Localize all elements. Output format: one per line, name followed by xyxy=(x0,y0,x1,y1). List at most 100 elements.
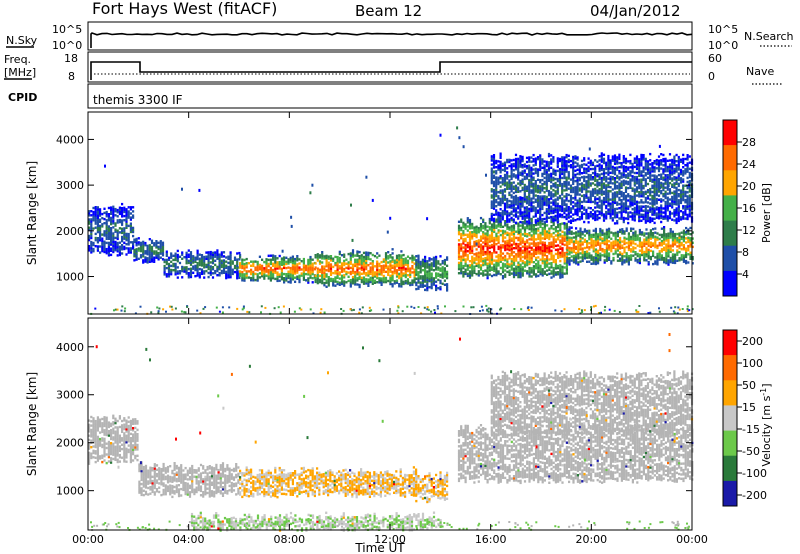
echo-cell xyxy=(554,271,557,274)
echo-cell xyxy=(656,259,659,262)
echo-cell xyxy=(90,224,93,227)
echo-cell xyxy=(508,193,511,197)
echo-cell xyxy=(114,224,117,227)
echo-cell xyxy=(614,242,617,245)
echo-cell xyxy=(365,280,368,283)
echo-cell xyxy=(517,176,520,179)
echo-cell xyxy=(680,237,683,241)
echo-cell xyxy=(400,285,403,288)
echo-cell xyxy=(446,285,449,288)
echo-cell xyxy=(558,205,562,208)
echo-cell xyxy=(552,158,555,161)
echo-cell xyxy=(198,261,201,265)
echo-cell xyxy=(576,191,579,194)
echo-cell xyxy=(558,207,562,210)
echo-cell xyxy=(413,274,416,278)
echo-cell xyxy=(473,226,476,229)
echo-cell xyxy=(216,253,219,256)
echo-cell xyxy=(660,241,663,245)
echo-cell xyxy=(541,251,544,254)
echo-cell xyxy=(261,268,264,272)
echo-cell xyxy=(609,163,612,166)
echo-cell xyxy=(510,165,513,168)
echo-cell xyxy=(457,267,461,271)
echo-cell xyxy=(464,239,467,243)
echo-cell xyxy=(535,227,538,231)
echo-cell xyxy=(515,236,518,240)
echo-cell xyxy=(135,248,138,251)
echo-cell xyxy=(521,262,524,265)
echo-cell xyxy=(296,271,299,274)
echo-cell xyxy=(294,270,297,273)
echo-cell xyxy=(298,274,301,277)
echo-cell xyxy=(118,212,121,216)
echo-cell xyxy=(214,269,217,273)
echo-cell xyxy=(185,272,188,275)
echo-cell xyxy=(517,200,520,204)
echo-cell xyxy=(589,194,592,197)
echo-cell xyxy=(521,186,524,190)
echo-cell xyxy=(490,202,493,205)
echo-cell xyxy=(116,233,119,236)
echo-cell xyxy=(512,204,515,207)
echo-cell xyxy=(587,165,590,168)
echo-cell xyxy=(376,272,379,276)
echo-cell xyxy=(682,246,685,249)
echo-cell xyxy=(645,238,648,241)
echo-cell xyxy=(574,210,577,214)
echo-cell xyxy=(598,155,601,158)
echo-cell xyxy=(514,201,518,204)
echo-cell xyxy=(567,164,570,168)
echo-cell xyxy=(532,207,535,210)
echo-cell xyxy=(133,248,136,252)
echo-cell xyxy=(114,240,117,244)
echo-cell xyxy=(512,236,516,240)
echo-cell xyxy=(389,256,392,259)
echo-cell xyxy=(389,268,392,271)
echo-cell xyxy=(581,259,584,263)
echo-cell xyxy=(327,284,330,287)
echo-cell xyxy=(557,236,560,239)
echo-cell xyxy=(663,236,666,239)
echo-cell xyxy=(181,269,184,273)
echo-cell xyxy=(609,212,612,216)
echo-cell xyxy=(142,255,145,258)
echo-cell xyxy=(398,254,401,257)
echo-cell xyxy=(203,264,206,267)
echo-cell xyxy=(645,236,648,239)
echo-cell xyxy=(605,198,608,201)
echo-cell xyxy=(613,181,617,184)
echo-cell xyxy=(112,246,115,250)
echo-cell xyxy=(406,282,410,285)
echo-cell xyxy=(153,256,156,259)
echo-cell xyxy=(499,160,502,164)
echo-cell xyxy=(608,252,611,255)
echo-cell xyxy=(600,199,603,202)
echo-cell xyxy=(137,257,140,260)
echo-cell xyxy=(428,273,431,277)
echo-cell xyxy=(550,187,553,190)
echo-cell xyxy=(329,265,333,268)
echo-cell xyxy=(572,242,575,245)
echo-cell xyxy=(517,243,520,246)
echo-cell xyxy=(575,235,578,238)
echo-cell xyxy=(572,162,575,165)
echo-cell xyxy=(462,238,465,241)
echo-cell xyxy=(343,270,346,273)
echo-cell xyxy=(261,275,264,278)
echo-cell xyxy=(539,179,542,182)
echo-cell xyxy=(504,224,507,227)
echo-cell xyxy=(302,270,305,273)
echo-cell xyxy=(400,283,403,286)
echo-cell xyxy=(641,253,644,257)
echo-cell xyxy=(598,212,601,216)
echo-cell xyxy=(241,279,244,282)
echo-cell xyxy=(139,245,143,249)
echo-cell xyxy=(482,237,485,240)
echo-cell xyxy=(419,277,422,280)
echo-cell xyxy=(378,268,381,272)
echo-cell xyxy=(517,267,520,270)
echo-cell xyxy=(274,277,277,281)
echo-cell xyxy=(118,249,121,253)
echo-cell xyxy=(105,235,108,238)
